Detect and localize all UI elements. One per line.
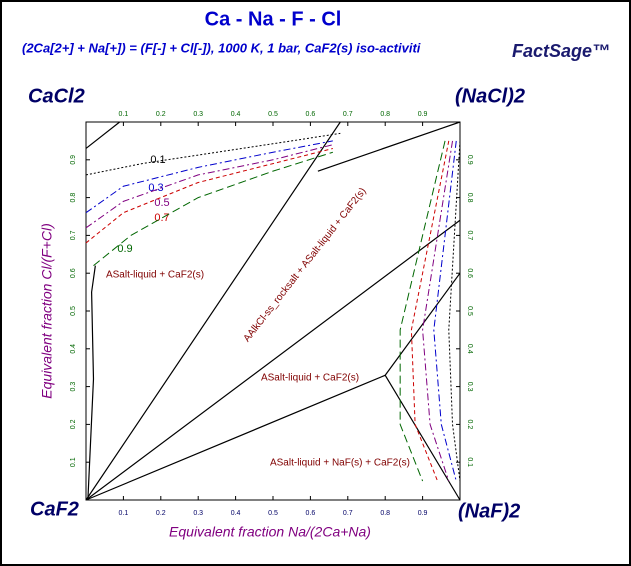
x-tick-label: 0.9 xyxy=(418,111,428,118)
region-label: ASalt-liquid + CaF2(s) xyxy=(106,270,204,281)
x-tick-label: 0.2 xyxy=(156,510,166,517)
y-tick-label: 0.8 xyxy=(466,193,473,203)
region-label: ASalt-liquid + CaF2(s) xyxy=(261,373,359,384)
curve xyxy=(85,219,461,501)
x-tick-label: 0.1 xyxy=(119,510,129,517)
chart-title: Ca - Na - F - Cl xyxy=(205,8,342,30)
x-tick-label: 0.4 xyxy=(231,510,241,517)
logo: FactSage™ xyxy=(512,41,610,61)
y-tick-label: 0.6 xyxy=(466,268,473,278)
region-label: ASalt-liquid + NaF(s) + CaF2(s) xyxy=(270,458,410,469)
y-tick-label: 0.4 xyxy=(466,344,473,354)
curve xyxy=(93,140,446,482)
curve xyxy=(85,140,454,482)
x-tick-label: 0.1 xyxy=(119,111,129,118)
x-tick-label: 0.9 xyxy=(418,510,428,517)
contour-label: 0.9 xyxy=(117,243,132,255)
contour-label: 0.7 xyxy=(154,212,169,224)
curve xyxy=(384,272,461,376)
corner-label: (NaCl)2 xyxy=(455,85,525,107)
y-tick-label: 0.2 xyxy=(466,420,473,430)
corner-label: CaF2 xyxy=(30,498,79,520)
y-axis-label: Equivalent fraction Cl/(F+Cl) xyxy=(39,223,55,398)
y-tick-label: 0.3 xyxy=(466,382,473,392)
y-tick-label: 0.8 xyxy=(70,193,77,203)
x-axis-label: Equivalent fraction Na/(2Ca+Na) xyxy=(169,524,371,540)
y-tick-label: 0.7 xyxy=(466,231,473,241)
x-tick-label: 0.8 xyxy=(380,510,390,517)
y-tick-label: 0.2 xyxy=(70,419,77,429)
curve xyxy=(85,132,461,482)
y-tick-label: 0.6 xyxy=(70,268,77,278)
curve xyxy=(85,121,121,149)
curve xyxy=(317,121,461,172)
x-tick-label: 0.5 xyxy=(268,510,278,517)
y-tick-label: 0.1 xyxy=(70,457,77,467)
x-tick-label: 0.3 xyxy=(193,111,203,118)
x-tick-label: 0.4 xyxy=(231,111,241,118)
x-tick-label: 0.8 xyxy=(380,111,390,118)
curve xyxy=(85,121,341,501)
y-tick-label: 0.7 xyxy=(70,230,77,240)
logo-box xyxy=(508,34,618,68)
y-tick-label: 0.3 xyxy=(70,382,77,392)
y-tick-label: 0.9 xyxy=(70,155,77,165)
x-tick-label: 0.7 xyxy=(343,111,353,118)
curve xyxy=(85,140,450,482)
x-tick-label: 0.5 xyxy=(268,111,278,118)
contour-label: 0.1 xyxy=(150,154,165,166)
x-tick-label: 0.6 xyxy=(306,510,316,517)
y-tick-label: 0.5 xyxy=(466,306,473,316)
corner-label: (NaF)2 xyxy=(458,500,520,522)
x-tick-label: 0.6 xyxy=(306,111,316,118)
y-tick-label: 0.1 xyxy=(466,457,473,467)
y-tick-label: 0.9 xyxy=(466,155,473,165)
x-tick-label: 0.7 xyxy=(343,510,353,517)
x-tick-label: 0.3 xyxy=(193,510,203,517)
x-tick-label: 0.2 xyxy=(156,111,166,118)
curve xyxy=(85,140,457,482)
y-tick-label: 0.4 xyxy=(70,344,77,354)
chart-subtitle: (2Ca[2+] + Na[+]) = (F[-] + Cl[-]), 1000… xyxy=(22,40,421,55)
contour-label: 0.5 xyxy=(154,197,169,209)
corner-label: CaCl2 xyxy=(28,85,85,107)
curve xyxy=(87,265,96,501)
y-tick-label: 0.5 xyxy=(70,306,77,316)
